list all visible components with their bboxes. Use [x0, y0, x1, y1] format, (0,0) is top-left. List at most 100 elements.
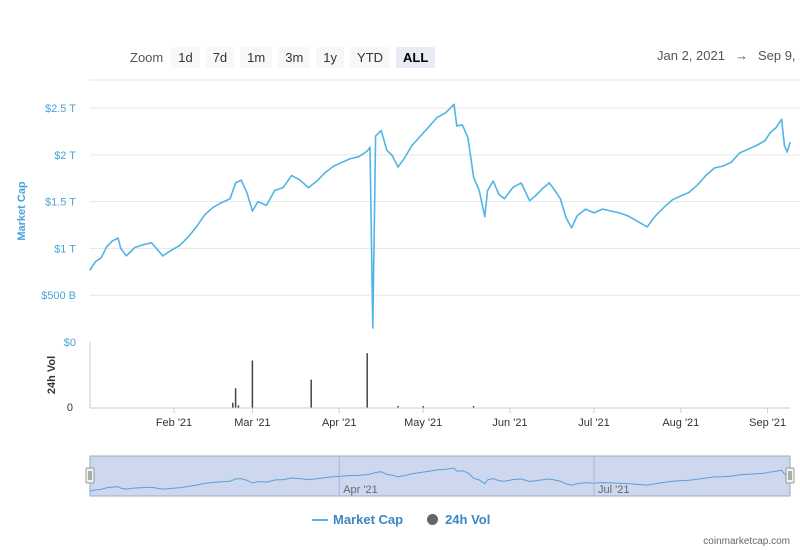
market-cap-point: [234, 182, 237, 184]
volume-bar: [232, 402, 234, 408]
volume-bar: [237, 405, 240, 408]
zoom-1y-button[interactable]: 1y: [316, 46, 345, 68]
market-cap-point: [372, 327, 374, 329]
market-cap-point: [251, 210, 254, 212]
range-from[interactable]: Jan 2, 2021: [657, 48, 725, 63]
market-cap-point: [722, 165, 724, 167]
market-cap-point: [780, 118, 783, 121]
legend-market-cap[interactable]: Market Cap: [312, 512, 427, 527]
y-tick-label: $1.5 T: [45, 197, 76, 209]
market-cap-point: [134, 246, 136, 249]
market-cap-point: [444, 112, 447, 114]
market-cap-point: [554, 189, 556, 192]
volume-bar: [310, 379, 312, 408]
market-cap-point: [775, 127, 777, 129]
zoom-7d-button[interactable]: 7d: [205, 46, 235, 68]
market-cap-point: [282, 186, 284, 189]
date-range: Jan 2, 2021 → Sep 9, 2: [657, 48, 800, 63]
zoom-all-button[interactable]: ALL: [396, 46, 436, 68]
market-cap-point: [783, 144, 786, 147]
axes: $0 $500 B $1 T $1.5 T $2 T $2.5 T Market Cap 24…: [16, 103, 790, 429]
market-cap-point: [492, 180, 494, 182]
market-cap-point: [419, 135, 422, 137]
range-to[interactable]: Sep 9, 2: [757, 48, 800, 63]
navigator-left-handle[interactable]: [85, 467, 95, 484]
legend-volume[interactable]: 24h Vol: [427, 512, 490, 527]
gridlines: [90, 79, 800, 296]
market-cap-point: [229, 198, 231, 200]
market-cap-point: [601, 208, 604, 210]
volume-bar: [251, 360, 254, 408]
market-cap-point: [478, 189, 480, 192]
market-cap-point: [730, 161, 732, 164]
circle-swatch-icon: [427, 514, 439, 525]
y-tick-label: $2 T: [54, 150, 76, 162]
market-cap-point: [246, 191, 248, 193]
zoom-3m-button[interactable]: 3m: [278, 46, 311, 68]
market-cap-point: [332, 165, 335, 167]
market-cap-point: [111, 240, 114, 242]
market-cap-point: [503, 198, 506, 200]
market-cap-point: [358, 156, 360, 158]
market-cap-point: [769, 131, 772, 134]
zoom-1m-button[interactable]: 1m: [240, 46, 273, 68]
market-cap-point: [240, 179, 242, 181]
market-cap-point: [705, 174, 707, 177]
navigator-tick-label: Apr '21: [343, 484, 378, 496]
market-cap-point: [467, 137, 469, 139]
market-cap-point: [680, 195, 682, 197]
navigator-right-handle[interactable]: [785, 467, 795, 484]
x-tick-label: Jun '21: [492, 417, 527, 429]
navigator[interactable]: Apr '21 Jul '21: [85, 455, 795, 497]
market-cap-point: [576, 214, 578, 217]
market-cap-point: [456, 125, 458, 127]
market-cap-point: [120, 247, 122, 250]
market-cap-point: [663, 206, 665, 208]
market-cap-point: [747, 148, 749, 150]
market-cap-point: [436, 116, 438, 119]
market-cap-point: [341, 161, 343, 164]
market-cap-point: [299, 179, 301, 181]
market-cap-point: [100, 257, 102, 259]
market-cap-point: [696, 184, 699, 186]
legend: Market Cap 24h Vol: [312, 512, 490, 527]
market-cap-line-layer: [89, 103, 791, 329]
market-cap-point: [397, 166, 399, 168]
market-cap-point: [290, 174, 293, 177]
market-cap-point: [671, 199, 674, 201]
market-cap-point: [472, 176, 475, 179]
market-cap-point: [498, 193, 500, 195]
volume-bar: [234, 388, 237, 408]
volume-bars: [232, 353, 475, 408]
market-cap-point: [559, 198, 562, 200]
zoom-1d-button[interactable]: 1d: [171, 46, 200, 68]
market-cap-point: [386, 149, 388, 151]
market-cap-point: [89, 269, 91, 271]
source-credit[interactable]: coinmarketcap.com: [703, 536, 790, 547]
zoom-bar: Zoom 1d 7d 1m 3m 1y YTD ALL: [130, 46, 436, 68]
volume-bar: [397, 406, 399, 408]
x-tick-label: Mar '21: [234, 417, 270, 429]
market-cap-point: [178, 244, 181, 247]
market-cap-point: [610, 210, 612, 212]
market-cap-point: [106, 245, 108, 248]
market-cap-point: [257, 200, 259, 203]
volume-tick-label: 0: [67, 402, 73, 414]
market-cap-point: [635, 219, 637, 222]
market-cap-point: [534, 195, 536, 197]
market-cap-point: [713, 167, 716, 169]
x-tick-label: Apr '21: [322, 417, 357, 429]
range-arrow: →: [734, 48, 748, 63]
market-cap-point: [618, 212, 620, 214]
zoom-ytd-button[interactable]: YTD: [350, 46, 391, 68]
x-tick-label: Aug '21: [662, 417, 699, 429]
market-cap-point: [528, 200, 531, 202]
market-cap-point: [461, 124, 464, 126]
y-tick-label: $0: [64, 337, 76, 349]
market-cap-line: [89, 103, 791, 329]
y-tick-label: $1 T: [54, 243, 76, 255]
x-tick-label: Sep '21: [749, 417, 786, 429]
volume-axis-title: 24h Vol: [46, 356, 58, 394]
market-cap-point: [786, 151, 788, 153]
